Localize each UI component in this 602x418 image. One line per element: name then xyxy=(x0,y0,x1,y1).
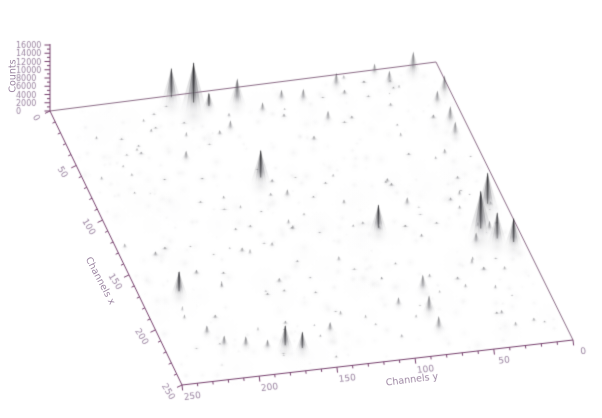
plot-area: Counts Channels x Channels y xyxy=(0,0,602,418)
surface-plot-canvas xyxy=(0,0,602,418)
